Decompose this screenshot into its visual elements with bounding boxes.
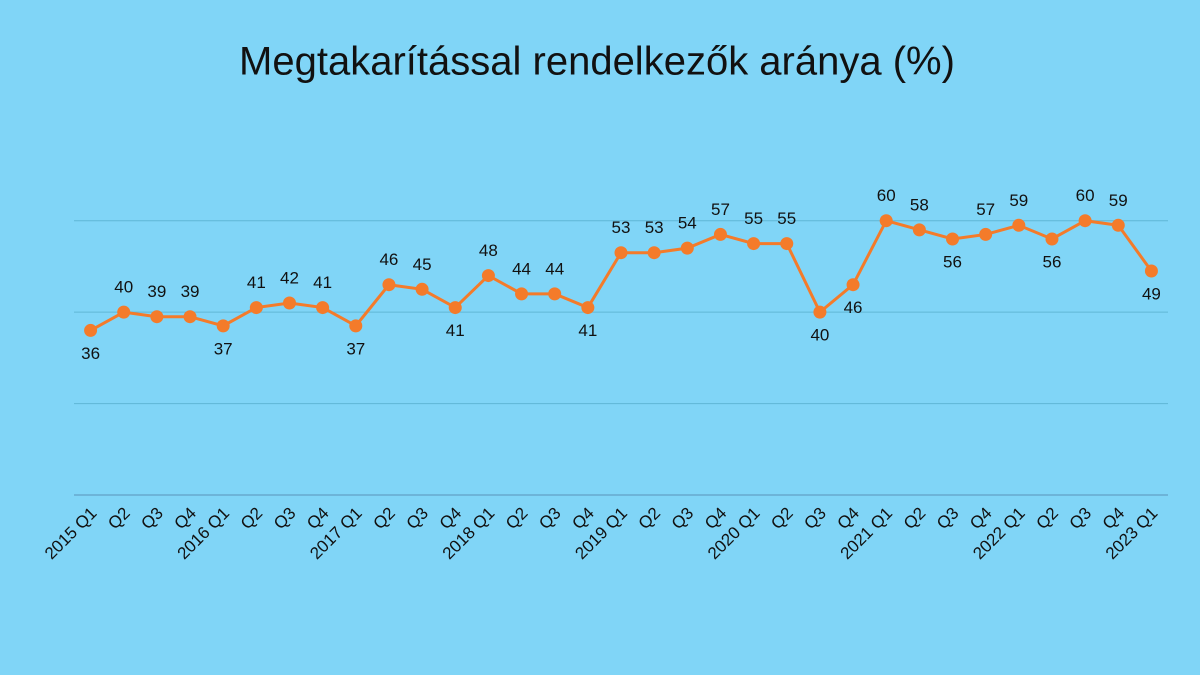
point bbox=[1111, 218, 1125, 232]
data-label: 58 bbox=[910, 195, 929, 214]
point bbox=[879, 214, 893, 228]
data-label: 55 bbox=[744, 209, 763, 228]
data-label: 55 bbox=[777, 209, 796, 228]
data-label: 37 bbox=[346, 339, 365, 358]
data-label: 56 bbox=[1043, 252, 1062, 271]
point bbox=[979, 227, 993, 241]
point bbox=[680, 241, 694, 255]
data-label: 46 bbox=[379, 250, 398, 269]
point bbox=[747, 237, 761, 251]
data-label: 45 bbox=[413, 255, 432, 274]
point bbox=[846, 278, 860, 292]
data-label: 42 bbox=[280, 268, 299, 287]
point bbox=[415, 282, 429, 296]
point bbox=[813, 305, 827, 319]
point bbox=[84, 323, 98, 337]
point bbox=[481, 269, 495, 283]
data-label: 37 bbox=[214, 339, 233, 358]
point bbox=[316, 301, 330, 315]
data-label: 39 bbox=[181, 282, 200, 301]
chart-title: Megtakarítással rendelkezők aránya (%) bbox=[239, 40, 955, 84]
data-label: 49 bbox=[1142, 284, 1161, 303]
data-label: 57 bbox=[976, 200, 995, 219]
data-label: 59 bbox=[1009, 191, 1028, 210]
data-label: 40 bbox=[114, 278, 133, 297]
point bbox=[282, 296, 296, 310]
point bbox=[349, 319, 363, 333]
point bbox=[216, 319, 230, 333]
point bbox=[647, 246, 661, 260]
data-label: 46 bbox=[844, 298, 863, 317]
point bbox=[382, 278, 396, 292]
data-label: 41 bbox=[247, 273, 266, 292]
data-label: 59 bbox=[1109, 191, 1128, 210]
point bbox=[548, 287, 562, 301]
point bbox=[780, 237, 794, 251]
point bbox=[912, 223, 926, 237]
point bbox=[515, 287, 529, 301]
point bbox=[614, 246, 628, 260]
data-label: 56 bbox=[943, 252, 962, 271]
data-label: 41 bbox=[578, 321, 597, 340]
data-label: 44 bbox=[545, 259, 564, 278]
point bbox=[1144, 264, 1158, 278]
point bbox=[1078, 214, 1092, 228]
data-label: 40 bbox=[810, 326, 829, 345]
data-label: 39 bbox=[147, 282, 166, 301]
point bbox=[713, 227, 727, 241]
data-label: 60 bbox=[1076, 186, 1095, 205]
point bbox=[946, 232, 960, 246]
data-label: 60 bbox=[877, 186, 896, 205]
point bbox=[249, 301, 263, 315]
data-label: 36 bbox=[81, 344, 100, 363]
data-label: 41 bbox=[313, 273, 332, 292]
data-label: 54 bbox=[678, 214, 697, 233]
data-label: 53 bbox=[645, 218, 664, 237]
point bbox=[150, 310, 164, 324]
point bbox=[183, 310, 197, 324]
point bbox=[1045, 232, 1059, 246]
point bbox=[581, 301, 595, 315]
data-label: 48 bbox=[479, 241, 498, 260]
point bbox=[117, 305, 131, 319]
data-label: 57 bbox=[711, 200, 730, 219]
data-label: 53 bbox=[612, 218, 631, 237]
point bbox=[1012, 218, 1026, 232]
data-label: 44 bbox=[512, 259, 531, 278]
point bbox=[448, 301, 462, 315]
data-label: 41 bbox=[446, 321, 465, 340]
